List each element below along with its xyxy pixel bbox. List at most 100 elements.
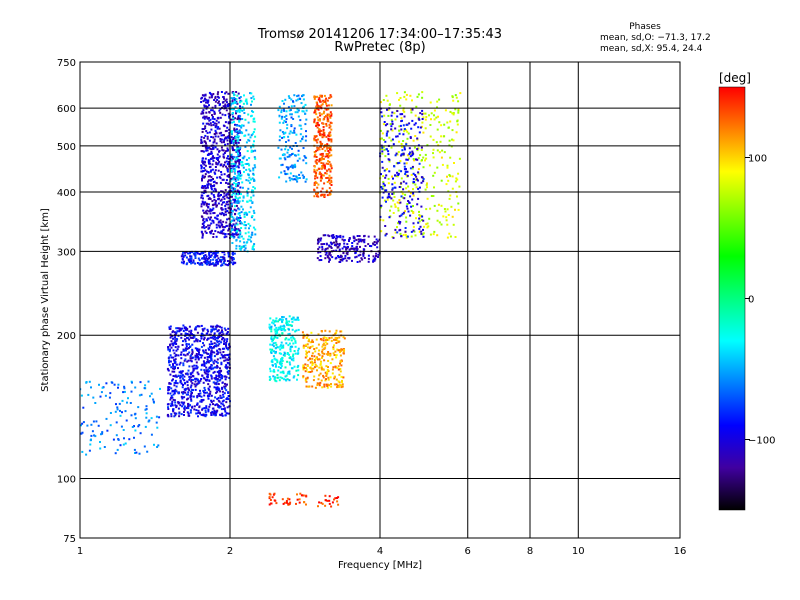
data-point: [297, 109, 300, 112]
data-point: [244, 145, 247, 148]
data-point: [230, 156, 233, 159]
data-point: [227, 193, 230, 196]
data-point: [252, 143, 255, 146]
data-point: [219, 138, 222, 140]
data-point: [400, 154, 403, 157]
data-point: [196, 366, 199, 369]
data-point: [236, 223, 239, 226]
data-point: [222, 196, 225, 199]
data-point: [207, 368, 210, 371]
data-point: [189, 372, 192, 375]
data-point: [390, 118, 393, 121]
data-point: [284, 120, 287, 123]
data-point: [168, 364, 171, 367]
data-point: [221, 414, 224, 417]
data-point: [253, 164, 256, 167]
data-point: [207, 194, 210, 197]
data-point: [204, 173, 207, 176]
data-point: [250, 216, 253, 219]
data-point: [285, 114, 288, 117]
data-point: [206, 263, 208, 266]
data-point: [407, 132, 410, 135]
data-point: [311, 385, 314, 388]
data-point: [414, 114, 417, 117]
x-tick-label: 10: [572, 546, 585, 557]
data-point: [285, 141, 287, 143]
data-point: [222, 96, 225, 99]
data-point: [205, 406, 208, 409]
data-point: [233, 192, 236, 195]
data-point: [222, 393, 225, 396]
data-point: [324, 253, 327, 256]
data-point: [322, 99, 325, 102]
data-point: [220, 213, 223, 216]
data-point: [197, 373, 200, 376]
data-point: [231, 108, 234, 111]
data-point: [234, 161, 237, 164]
data-point: [236, 160, 239, 163]
data-point: [210, 109, 213, 112]
data-point: [204, 93, 207, 96]
data-point: [324, 379, 327, 382]
data-point: [207, 360, 210, 363]
data-point: [210, 411, 213, 414]
data-point: [253, 128, 256, 131]
data-point: [207, 347, 210, 350]
data-point: [412, 139, 415, 142]
data-point: [400, 117, 403, 120]
data-point: [183, 379, 186, 382]
data-point: [222, 220, 225, 223]
data-point: [277, 366, 280, 368]
data-point: [361, 239, 364, 241]
data-point: [220, 138, 223, 141]
data-point: [398, 186, 401, 188]
data-point: [388, 194, 391, 197]
data-point: [412, 229, 415, 232]
data-point: [210, 351, 213, 354]
colorbar: [718, 86, 746, 511]
data-point: [398, 169, 401, 172]
data-point: [189, 345, 192, 348]
data-point: [231, 195, 233, 198]
data-point: [330, 122, 333, 125]
data-point: [289, 350, 292, 353]
data-point: [210, 401, 213, 403]
data-point: [225, 137, 228, 140]
data-point: [168, 348, 171, 351]
data-point: [223, 214, 225, 217]
data-point: [334, 365, 337, 368]
data-point: [357, 240, 360, 243]
data-point: [82, 421, 85, 424]
data-point: [325, 189, 328, 192]
data-point: [272, 375, 275, 378]
data-point: [200, 112, 203, 115]
data-point: [213, 118, 216, 121]
data-point: [390, 125, 393, 128]
data-point: [218, 220, 221, 223]
data-point: [447, 179, 450, 182]
data-point: [231, 147, 234, 150]
data-point: [208, 123, 211, 126]
data-point: [345, 252, 348, 255]
data-point: [289, 172, 292, 175]
data-point: [237, 178, 240, 181]
data-point: [456, 178, 459, 181]
data-point: [227, 186, 230, 189]
data-point: [302, 110, 305, 113]
data-point: [190, 398, 193, 401]
data-point: [124, 442, 127, 445]
data-point: [211, 208, 214, 211]
data-point: [436, 100, 439, 103]
data-point: [212, 141, 215, 144]
data-point: [399, 228, 402, 231]
data-point: [379, 101, 382, 104]
data-point: [299, 133, 302, 136]
data-point: [194, 262, 197, 265]
data-point: [314, 350, 317, 353]
data-point: [205, 219, 208, 222]
data-point: [457, 208, 460, 211]
data-point: [243, 108, 245, 111]
data-point: [82, 406, 85, 409]
data-point: [402, 234, 405, 236]
data-point: [214, 202, 217, 205]
